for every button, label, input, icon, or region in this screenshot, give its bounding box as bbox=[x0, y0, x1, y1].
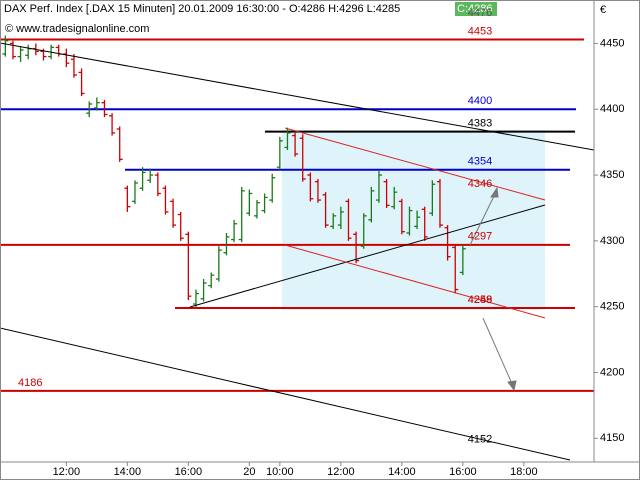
level-label: 4400 bbox=[468, 95, 492, 107]
x-tick-label: 18:00 bbox=[510, 466, 538, 478]
currency: € bbox=[600, 4, 606, 16]
x-tick-label: 12:00 bbox=[53, 466, 81, 478]
y-tick-label: 4300 bbox=[600, 235, 624, 247]
x-tick-label: 14:00 bbox=[388, 466, 416, 478]
arrows bbox=[469, 186, 517, 392]
arrow-head bbox=[507, 380, 517, 392]
annotation-label: 4346 bbox=[468, 178, 492, 190]
copyright: © www.tradesignalonline.com bbox=[5, 23, 149, 35]
channel-line bbox=[284, 244, 546, 319]
x-tick-label: 16:00 bbox=[175, 466, 203, 478]
trend-line bbox=[0, 327, 571, 461]
level-label: 4354 bbox=[468, 156, 492, 168]
y-tick-label: 4450 bbox=[600, 37, 624, 49]
trend-line bbox=[0, 42, 595, 151]
level-label: 4453 bbox=[468, 25, 492, 37]
x-tick-label: 12:00 bbox=[327, 466, 355, 478]
last-box bbox=[455, 2, 497, 16]
y-tick-label: 4150 bbox=[600, 432, 624, 444]
plot bbox=[0, 35, 594, 392]
channel-line bbox=[284, 127, 546, 201]
x-tick-label: 20 bbox=[243, 466, 255, 478]
annotation-label: 4476 bbox=[468, 7, 492, 19]
x-tick-label: 16:00 bbox=[449, 466, 477, 478]
channel-area bbox=[282, 130, 545, 310]
arrow bbox=[482, 317, 514, 387]
header: DAX Perf. Index [.DAX 15 Minuten] 20.01.… bbox=[4, 3, 400, 15]
x-tick-label: 10:00 bbox=[266, 466, 294, 478]
level-label: 4249 bbox=[468, 294, 492, 306]
arrow bbox=[469, 191, 497, 246]
y-tick-label: 4400 bbox=[600, 103, 624, 115]
level-label: 4297 bbox=[468, 231, 492, 243]
annotation-label: 4258 bbox=[468, 294, 492, 306]
trend-line bbox=[189, 204, 546, 308]
x-tick-label: 14:00 bbox=[114, 466, 142, 478]
level-label: 4383 bbox=[468, 118, 492, 130]
arrow-head bbox=[490, 186, 499, 198]
y-tick-label: 4350 bbox=[600, 169, 624, 181]
level-label: 4186 bbox=[18, 377, 42, 389]
annotation-label: 4152 bbox=[468, 434, 492, 446]
y-tick-label: 4200 bbox=[600, 366, 624, 378]
last-price: C:4286 bbox=[457, 3, 492, 15]
y-tick-label: 4250 bbox=[600, 301, 624, 313]
